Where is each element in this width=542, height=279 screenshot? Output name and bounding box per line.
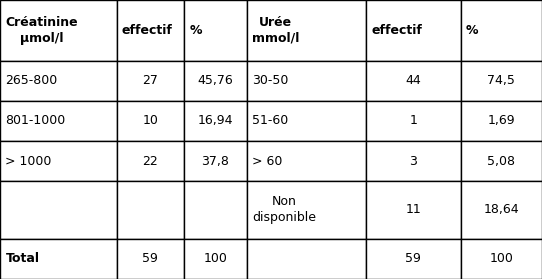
Text: 44: 44 <box>405 74 421 87</box>
Bar <box>0 181 117 239</box>
Bar <box>461 239 542 279</box>
Bar <box>184 141 247 181</box>
Text: 1: 1 <box>409 114 417 128</box>
Bar <box>117 0 184 61</box>
Text: 59: 59 <box>405 252 421 265</box>
Text: 5,08: 5,08 <box>487 155 515 167</box>
Bar <box>247 181 366 239</box>
Bar <box>184 181 247 239</box>
Bar <box>0 239 117 279</box>
Text: > 1000: > 1000 <box>5 155 52 167</box>
Text: effectif: effectif <box>371 24 422 37</box>
Bar <box>117 239 184 279</box>
Bar <box>366 141 461 181</box>
Bar <box>247 239 366 279</box>
Text: 3: 3 <box>409 155 417 167</box>
Bar <box>184 61 247 101</box>
Text: 16,94: 16,94 <box>198 114 233 128</box>
Text: Urée
mmol/l: Urée mmol/l <box>252 16 299 45</box>
Text: 100: 100 <box>489 252 513 265</box>
Bar <box>184 101 247 141</box>
Text: 27: 27 <box>143 74 158 87</box>
Bar <box>247 0 366 61</box>
Bar <box>366 101 461 141</box>
Bar <box>366 239 461 279</box>
Text: 51-60: 51-60 <box>252 114 288 128</box>
Bar <box>461 181 542 239</box>
Text: 10: 10 <box>143 114 158 128</box>
Text: %: % <box>466 24 479 37</box>
Text: 37,8: 37,8 <box>202 155 229 167</box>
Bar <box>461 0 542 61</box>
Text: %: % <box>190 24 202 37</box>
Bar <box>184 239 247 279</box>
Text: 100: 100 <box>203 252 228 265</box>
Text: 59: 59 <box>143 252 158 265</box>
Bar <box>117 141 184 181</box>
Text: 11: 11 <box>405 203 421 217</box>
Bar <box>0 61 117 101</box>
Bar <box>0 0 117 61</box>
Text: 30-50: 30-50 <box>252 74 288 87</box>
Text: > 60: > 60 <box>252 155 282 167</box>
Bar <box>117 101 184 141</box>
Bar <box>366 0 461 61</box>
Text: 1,69: 1,69 <box>488 114 515 128</box>
Bar <box>117 61 184 101</box>
Bar <box>0 141 117 181</box>
Bar <box>461 141 542 181</box>
Text: Total: Total <box>5 252 40 265</box>
Bar <box>247 141 366 181</box>
Text: Créatinine
μmol/l: Créatinine μmol/l <box>5 16 78 45</box>
Bar <box>461 61 542 101</box>
Bar <box>117 181 184 239</box>
Bar <box>366 181 461 239</box>
Bar <box>247 61 366 101</box>
Text: Non
disponible: Non disponible <box>252 196 316 225</box>
Text: 22: 22 <box>143 155 158 167</box>
Bar <box>247 101 366 141</box>
Text: effectif: effectif <box>122 24 173 37</box>
Text: 74,5: 74,5 <box>487 74 515 87</box>
Text: 801-1000: 801-1000 <box>5 114 66 128</box>
Bar <box>461 101 542 141</box>
Bar <box>366 61 461 101</box>
Text: 18,64: 18,64 <box>483 203 519 217</box>
Bar <box>0 101 117 141</box>
Text: 45,76: 45,76 <box>198 74 233 87</box>
Bar <box>184 0 247 61</box>
Text: 265-800: 265-800 <box>5 74 57 87</box>
